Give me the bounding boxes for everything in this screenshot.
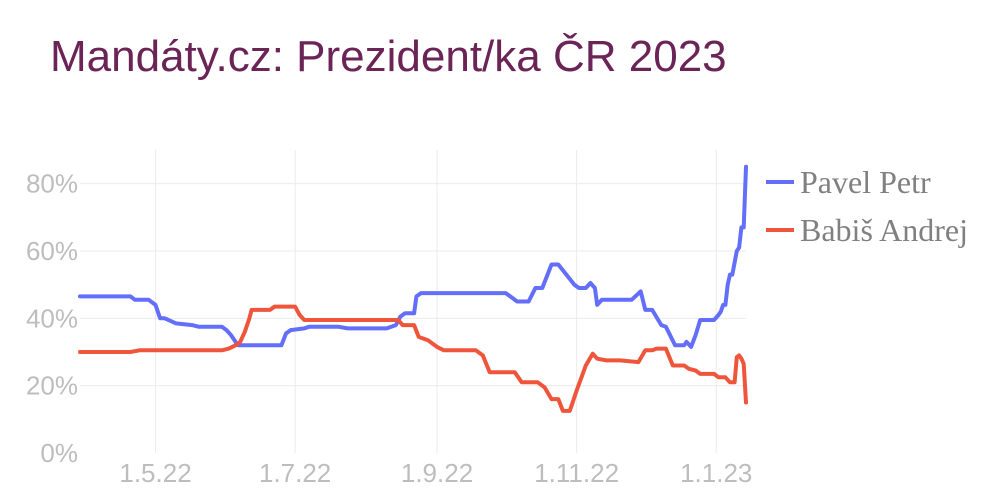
x-tick-label: 1.1.23 <box>680 458 752 488</box>
x-tick-label: 1.11.22 <box>534 458 619 488</box>
series-line-1[interactable] <box>78 164 748 349</box>
x-tick-label: 1.5.22 <box>119 458 191 488</box>
y-tick-label: 0% <box>40 438 78 468</box>
y-tick-label: 80% <box>26 169 78 199</box>
legend-label[interactable]: Babiš Andrej <box>800 212 968 248</box>
chart-title: Mandáty.cz: Prezident/ka ČR 2023 <box>50 32 727 81</box>
axis-tick-labels: 1.5.22 1.7.22 1.9.22 1.11.22 1.1.23 0% 20% 40% 6… <box>26 169 752 488</box>
y-tick-label: 60% <box>26 236 78 266</box>
legend: Pavel Petr Babiš Andrej <box>766 164 968 248</box>
y-tick-label: 20% <box>26 371 78 401</box>
grid-lines <box>80 150 746 453</box>
legend-label[interactable]: Pavel Petr <box>800 164 931 200</box>
series-line-2[interactable] <box>78 304 748 413</box>
x-tick-label: 1.9.22 <box>401 458 473 488</box>
y-tick-label: 40% <box>26 303 78 333</box>
x-tick-label: 1.7.22 <box>259 458 331 488</box>
series-lines <box>78 164 748 413</box>
